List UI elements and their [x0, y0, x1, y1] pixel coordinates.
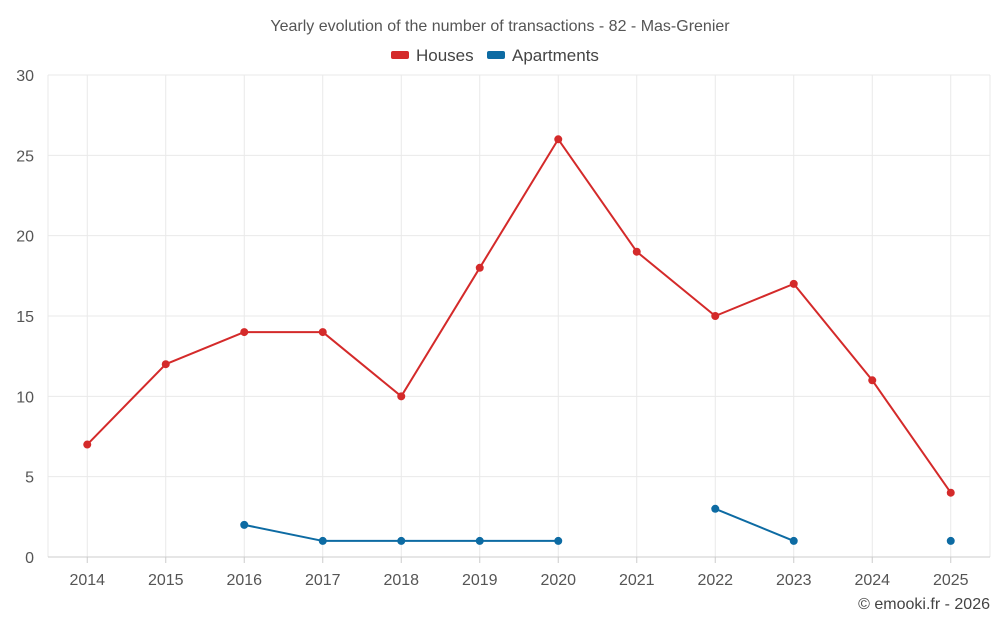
y-tick-label: 30: [16, 68, 34, 85]
data-point-apartments[interactable]: Apartments 2022: 3: [711, 504, 720, 513]
y-tick-label: 20: [16, 229, 34, 246]
data-point-houses[interactable]: Houses 2021: 19: [632, 247, 641, 256]
data-point-apartments[interactable]: Apartments 2019: 1: [475, 536, 484, 545]
data-point-houses[interactable]: Houses 2023: 17: [789, 279, 798, 288]
x-tick-label: 2016: [226, 572, 262, 589]
y-tick-label: 0: [25, 550, 34, 567]
data-point-houses[interactable]: Houses 2016: 14: [240, 328, 249, 337]
legend: Houses Apartments: [391, 46, 599, 65]
data-point-apartments[interactable]: Apartments 2020: 1: [554, 536, 563, 545]
data-point-apartments[interactable]: Apartments 2017: 1: [318, 536, 327, 545]
legend-label-apartments: Apartments: [512, 46, 599, 65]
data-point-houses[interactable]: Houses 2014: 7: [83, 440, 92, 449]
x-tick-label: 2014: [69, 572, 105, 589]
data-point-apartments[interactable]: Apartments 2025: 1: [946, 536, 955, 545]
y-tick-label: 15: [16, 309, 34, 326]
x-tick-label: 2022: [697, 572, 733, 589]
x-tick-label: 2020: [540, 572, 576, 589]
chart-title: Yearly evolution of the number of transa…: [270, 18, 730, 35]
x-tick-label: 2019: [462, 572, 498, 589]
grid: [47, 74, 991, 557]
data-point-houses[interactable]: Houses 2017: 14: [318, 328, 327, 337]
series-layer: Houses 2014: 7 Houses 2015: 12 Houses 2016…: [83, 135, 955, 545]
data-point-houses[interactable]: Houses 2025: 4: [946, 488, 955, 497]
legend-swatch-houses: [391, 51, 409, 59]
series-apartments: Apartments 2016: 2 Apartments 2017: 1 Apar…: [240, 504, 955, 545]
x-tick-label: 2025: [933, 572, 969, 589]
x-tick-label: 2017: [305, 572, 341, 589]
data-point-apartments[interactable]: Apartments 2016: 2: [240, 520, 249, 529]
legend-item-apartments[interactable]: Apartments: [487, 46, 599, 65]
data-point-houses[interactable]: Houses 2015: 12: [161, 360, 170, 369]
x-tick-label: 2018: [383, 572, 419, 589]
legend-item-houses[interactable]: Houses: [391, 46, 474, 65]
data-point-houses[interactable]: Houses 2024: 11: [868, 376, 877, 385]
data-point-houses[interactable]: Houses 2020: 26: [554, 135, 563, 144]
y-tick-label: 5: [25, 470, 34, 487]
legend-swatch-apartments: [487, 51, 505, 59]
y-tick-label: 25: [16, 148, 34, 165]
credit-text: © emooki.fr - 2026: [858, 596, 990, 613]
data-point-apartments[interactable]: Apartments 2018: 1: [397, 536, 406, 545]
x-tick-label: 2021: [619, 572, 655, 589]
x-tick-label: 2023: [776, 572, 812, 589]
data-point-apartments[interactable]: Apartments 2023: 1: [789, 536, 798, 545]
legend-label-houses: Houses: [416, 46, 474, 65]
series-line-houses: [86, 138, 952, 494]
data-point-houses[interactable]: Houses 2022: 15: [711, 312, 720, 320]
y-tick-label: 10: [16, 389, 34, 406]
x-tick-label: 2024: [854, 572, 890, 589]
data-point-houses[interactable]: Houses 2018: 10: [397, 392, 406, 401]
series-line-apartments: [714, 507, 795, 542]
series-houses: Houses 2014: 7 Houses 2015: 12 Houses 2016…: [83, 135, 955, 497]
data-point-houses[interactable]: Houses 2019: 18: [475, 263, 484, 272]
x-tick-label: 2015: [148, 572, 184, 589]
